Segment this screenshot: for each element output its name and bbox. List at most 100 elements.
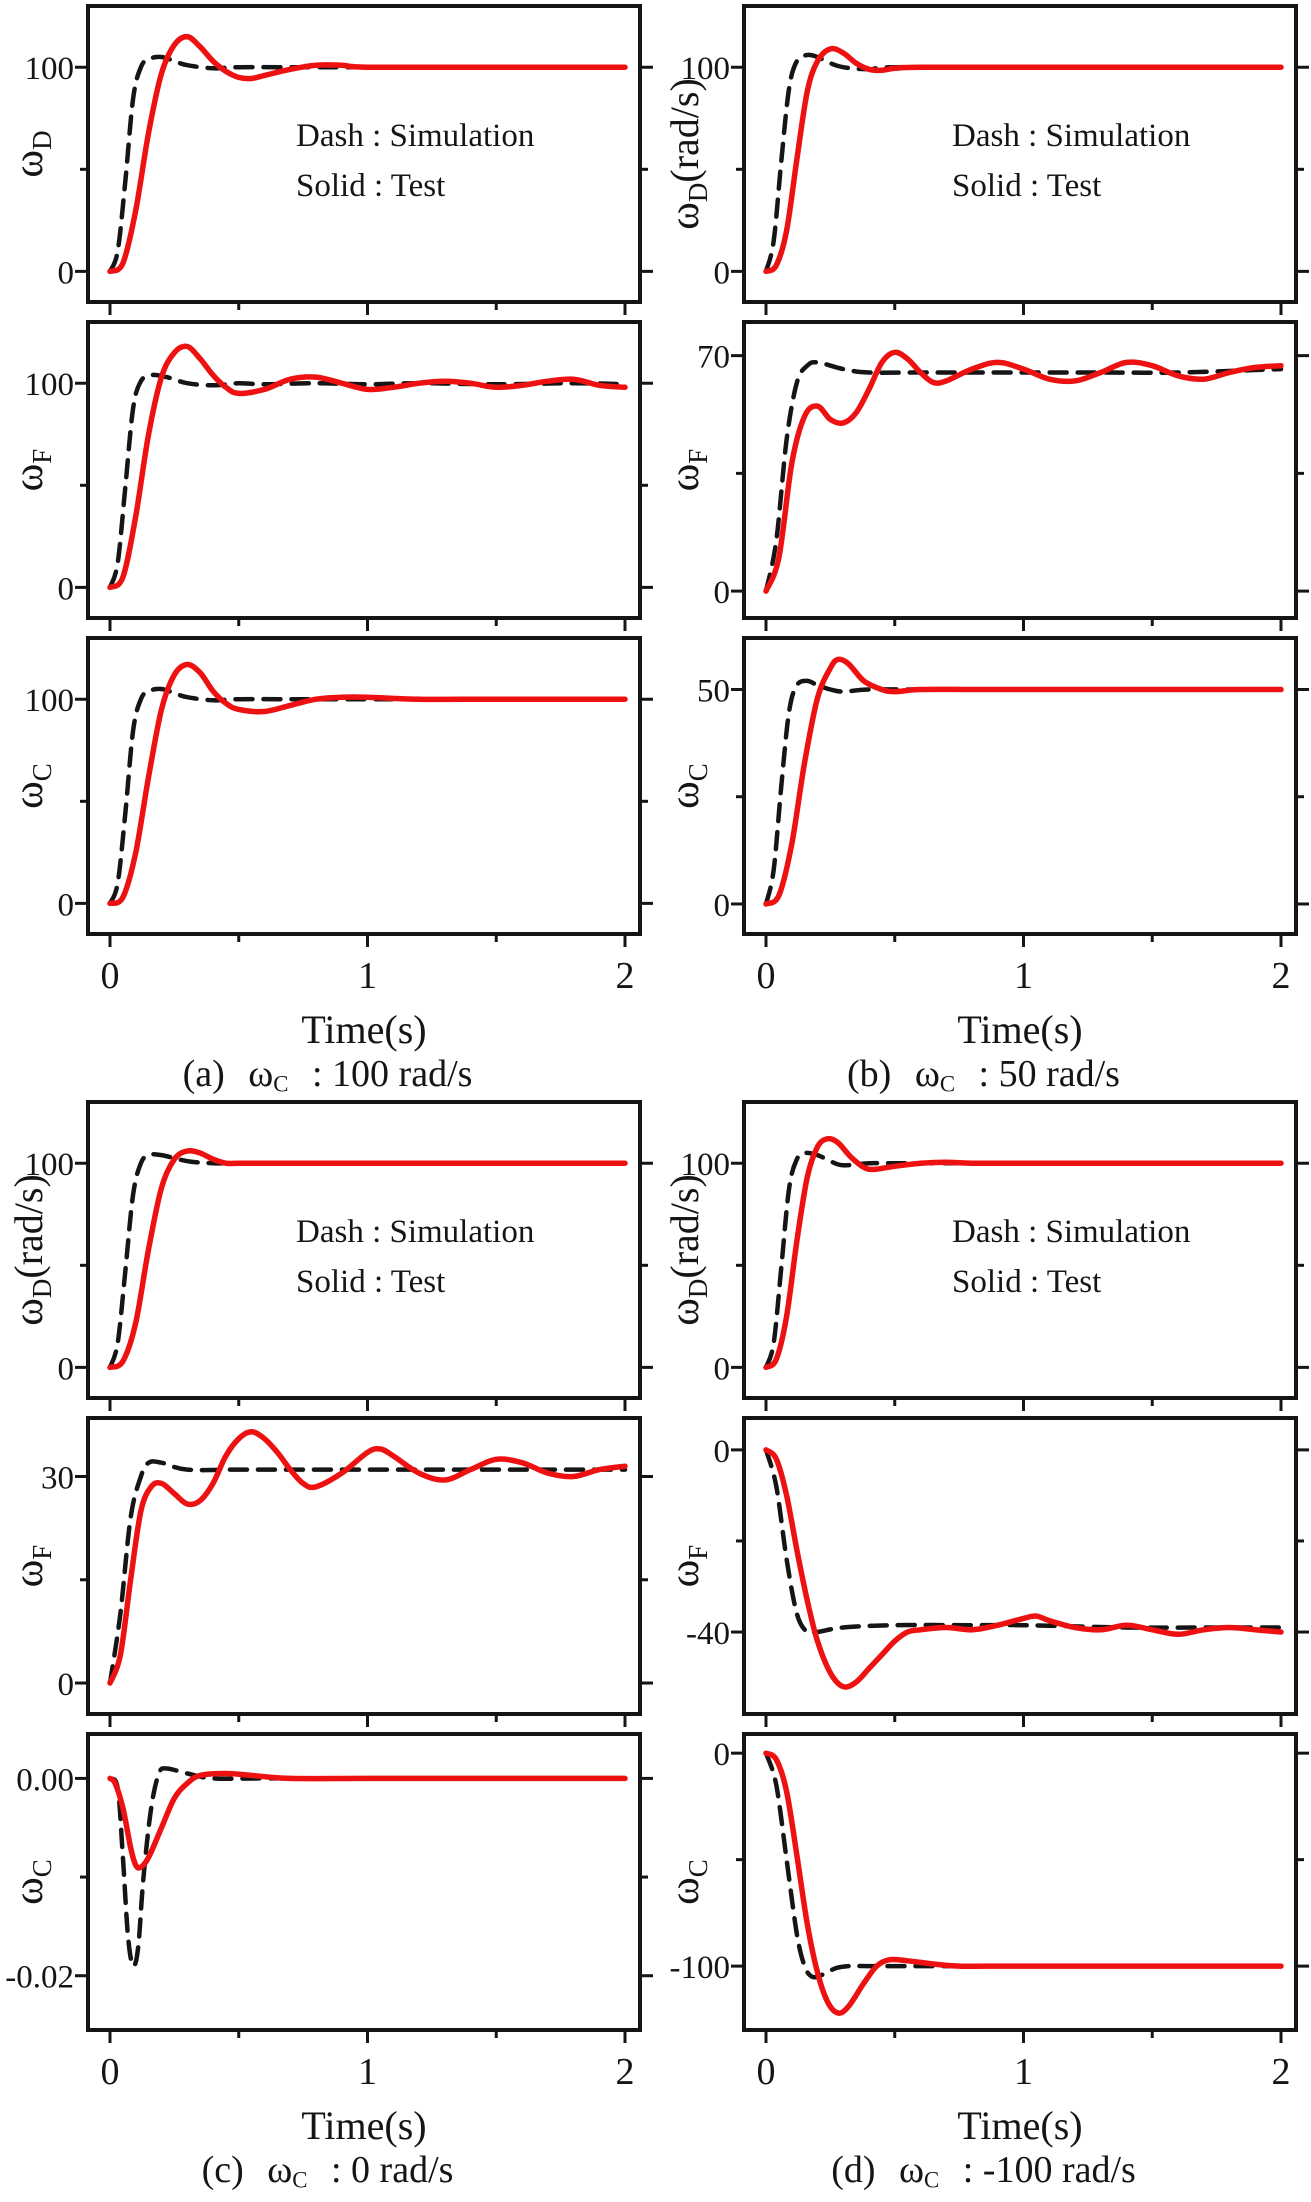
caption-value: : -100 rad/s	[962, 2149, 1136, 2191]
y-tick-label: 0	[714, 1351, 731, 1387]
legend-line-solid: Solid : Test	[952, 1263, 1102, 1300]
caption-c: (c) ωC : 0 rad/s	[40, 2148, 615, 2194]
caption-value: : 0 rad/s	[330, 2149, 454, 2191]
y-tick-label: 0	[714, 575, 731, 611]
y-axis-title-text: ωD(rad/s)	[662, 1174, 713, 1326]
y-axis-title-text: ωC	[6, 1859, 57, 1905]
x-tick-label: 1	[1014, 955, 1033, 997]
caption-symbol: ωC	[248, 1053, 289, 1097]
plot-frame	[742, 1100, 1298, 1400]
x-tick-label: 1	[358, 2051, 377, 2093]
y-axis-title: ωF	[6, 449, 57, 492]
plot-curve-simulation-dash	[763, 359, 1284, 594]
y-tick-label: 0	[58, 1667, 75, 1703]
x-tick-label: 0	[757, 955, 776, 997]
plot-frame	[742, 636, 1298, 936]
plot-curve-simulation-dash	[107, 372, 628, 590]
y-axis-title: ωD	[6, 130, 57, 177]
y-tick-label: 100	[25, 51, 75, 87]
caption-index: (d)	[831, 2149, 876, 2191]
y-axis-title: ωD(rad/s)	[662, 78, 713, 230]
y-axis-title-text: ωC	[662, 1859, 713, 1905]
y-tick-label: 100	[681, 1147, 731, 1183]
legend: Dash : Simulation Solid : Test	[952, 1208, 1190, 1307]
y-tick-label: 30	[41, 1461, 74, 1497]
plot-curve-test-solid	[763, 1447, 1284, 1690]
y-axis-title: ωD(rad/s)	[662, 1174, 713, 1326]
plot-frame	[742, 1732, 1298, 2032]
subplot-a-omega-F: 100 0 ωF	[6, 320, 653, 631]
x-tick-label: 1	[358, 955, 377, 997]
plot-curve-simulation-dash	[763, 1447, 1284, 1636]
plot-curve-simulation-dash	[107, 1766, 628, 1969]
caption-index: (b)	[847, 1053, 892, 1095]
plot-frame	[742, 320, 1298, 620]
y-tick-label: 0	[58, 571, 75, 607]
y-tick-label: 100	[25, 1147, 75, 1183]
subplot-a-omega-D: 100 0 ωD	[6, 4, 653, 315]
legend-line-dash: Dash : Simulation	[296, 118, 535, 154]
subplot-a-omega-C: 100 00 1 2 ωC	[6, 636, 653, 997]
subplot-b-omega-D: 100 0ωD(rad/s)	[662, 4, 1309, 315]
subplot-d-omega-F: 0 -40 ωF	[662, 1416, 1309, 1727]
y-tick-label: 100	[25, 683, 75, 719]
y-tick-label: 70	[697, 340, 730, 376]
plot-curve-simulation-dash	[763, 678, 1284, 907]
caption-d: (d) ωC : -100 rad/s	[696, 2148, 1271, 2194]
x-tick-label: 0	[101, 955, 120, 997]
y-axis-title: ωC	[662, 763, 713, 809]
legend: Dash : Simulation Solid : Test	[296, 112, 534, 211]
y-axis-title: ωC	[662, 1859, 713, 1905]
y-tick-label: 0.00	[16, 1762, 74, 1798]
caption-a: (a) ωC : 100 rad/s	[40, 1052, 615, 1098]
y-axis-title-text: ωF	[6, 449, 57, 492]
caption-symbol: ωC	[914, 1053, 956, 1097]
y-axis-title: ωF	[6, 1545, 57, 1588]
plot-frame	[742, 4, 1298, 304]
y-axis-title-text: ωD	[6, 130, 57, 177]
y-tick-label: 0	[58, 255, 75, 291]
y-axis-title: ωF	[662, 449, 713, 492]
panel-a: 100 0 ωD 100 0 ωF 100 0 0 1 2 ωC Dash : Simulatio…	[0, 0, 655, 1106]
caption-value: : 50 rad/s	[978, 1053, 1120, 1095]
y-tick-label: 0	[714, 1737, 731, 1773]
legend-line-solid: Solid : Test	[952, 167, 1102, 204]
plot-frame	[86, 320, 642, 620]
legend-line-solid: Solid : Test	[296, 167, 446, 204]
subplot-c-omega-C: 0.00 -0.02 0 1 2 ωC	[5, 1732, 653, 2093]
plot-curve-test-solid	[763, 1750, 1284, 2016]
panel-b: 100 0 ωD(rad/s) 70 0 ωF 50 0 0 1 2 ωC Dash : Simu…	[656, 0, 1311, 1106]
plot-curve-simulation-dash	[763, 1750, 1284, 1980]
y-tick-label: -40	[686, 1616, 730, 1652]
y-axis-title-text: ωD(rad/s)	[6, 1174, 57, 1326]
y-axis-title: ωC	[6, 1859, 57, 1905]
plot-curve-test-solid	[107, 1429, 628, 1686]
plot-curve-simulation-dash	[107, 686, 628, 906]
subplot-d-omega-C: 0 -100 0 1 2 ωC	[662, 1732, 1309, 2093]
caption-index: (c)	[201, 2149, 244, 2191]
plot-frame	[86, 4, 642, 304]
legend-line-dash: Dash : Simulation	[952, 1214, 1191, 1250]
x-axis-title: Time(s)	[301, 1007, 427, 1052]
x-tick-label: 0	[757, 2051, 776, 2093]
y-axis-title-text: ωF	[662, 449, 713, 492]
panel-c: 100 0 ωD(rad/s) 30 0 ωF 0.00 -0.02 0 1 2 ωC Dash …	[0, 1096, 655, 2202]
plot-curve-test-solid	[763, 349, 1284, 594]
x-tick-label: 0	[101, 2051, 120, 2093]
plot-curve-test-solid	[763, 656, 1284, 907]
y-tick-label: 100	[681, 51, 731, 87]
x-tick-label: 1	[1014, 2051, 1033, 2093]
caption-symbol: ωC	[267, 2149, 308, 2193]
y-tick-label: 100	[25, 367, 75, 403]
y-tick-label: 0	[714, 1434, 731, 1470]
caption-value: : 100 rad/s	[311, 1053, 473, 1095]
x-tick-label: 2	[616, 955, 635, 997]
plot-curve-test-solid	[107, 661, 628, 907]
plot-curve-test-solid	[107, 343, 628, 591]
y-tick-label: 50	[697, 673, 730, 709]
plot-curve-test-solid	[107, 1147, 628, 1371]
subplot-c-omega-F: 30 0 ωF	[6, 1416, 653, 1727]
subplot-b-omega-F: 70 0 ωF	[662, 320, 1309, 631]
legend-line-solid: Solid : Test	[296, 1263, 446, 1300]
plot-frame	[86, 1100, 642, 1400]
